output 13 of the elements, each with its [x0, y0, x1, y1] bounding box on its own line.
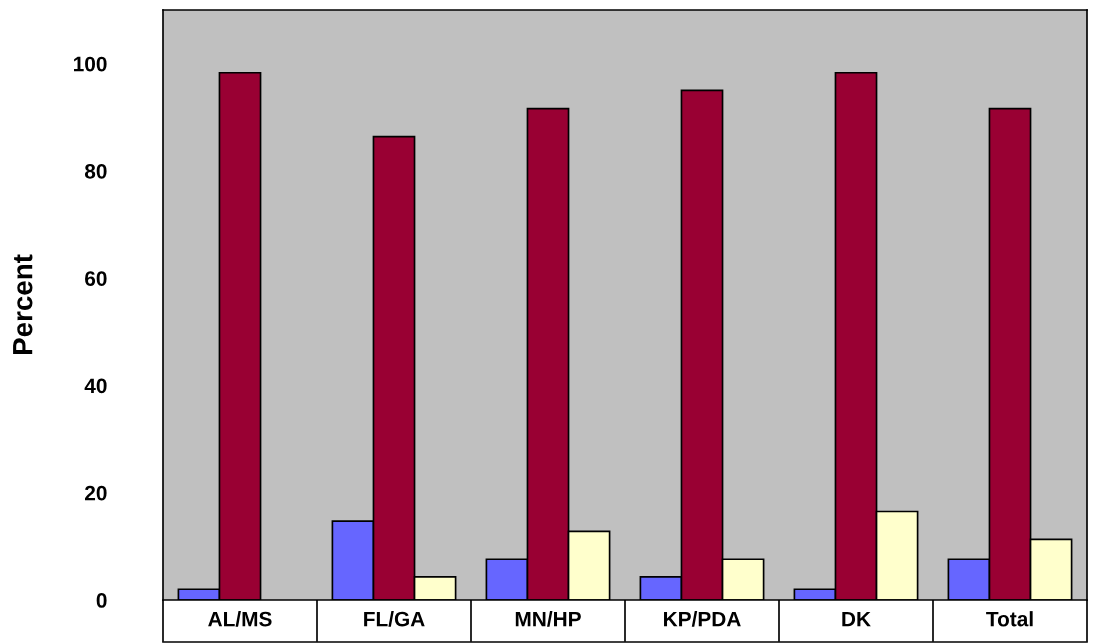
y-tick-label: 40	[84, 378, 107, 394]
y-tick-label: 100	[74, 56, 107, 72]
x-tick-label: AL/MS	[208, 611, 272, 627]
y-tick-label: 20	[85, 485, 107, 501]
x-tick-label: MN/HP	[515, 611, 581, 627]
x-tick-label: DK	[842, 611, 871, 627]
y-tick-label: 60	[85, 271, 107, 286]
y-tick-label: 80	[84, 163, 107, 179]
y-axis-title: Percent	[13, 254, 33, 355]
x-tick-label: FL/GA	[364, 611, 425, 627]
y-tick-label: 0	[96, 593, 107, 608]
x-tick-label: KP/PDA	[664, 611, 741, 627]
x-tick-label: Total	[986, 611, 1033, 627]
